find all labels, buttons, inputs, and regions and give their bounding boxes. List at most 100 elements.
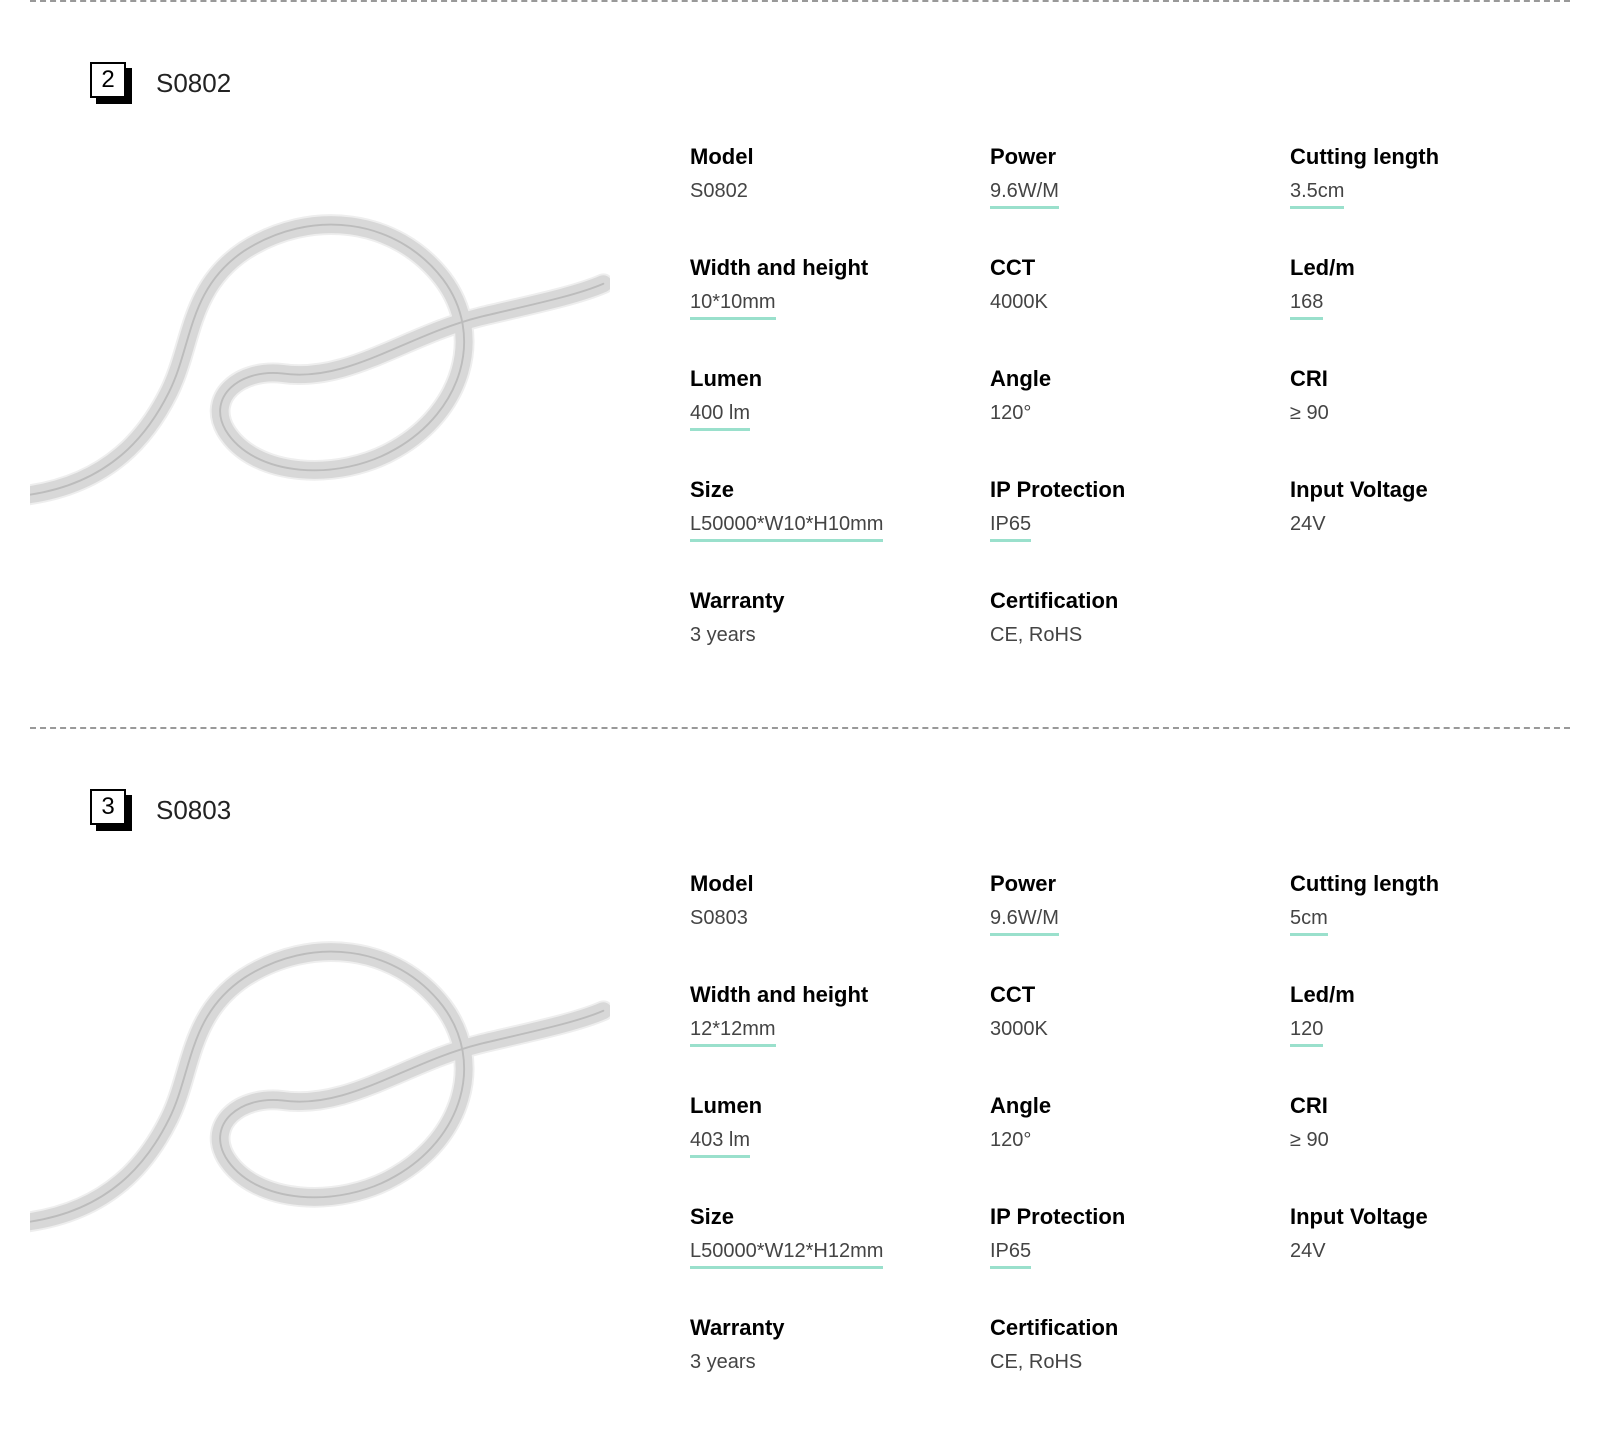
spec-cri: CRI ≥ 90 bbox=[1290, 366, 1570, 431]
spec-ip-protection: IP Protection IP65 bbox=[990, 1204, 1270, 1269]
product-header: 3 S0803 bbox=[90, 789, 1570, 831]
spec-label: CRI bbox=[1290, 366, 1570, 392]
spec-label: Width and height bbox=[690, 982, 970, 1008]
spec-input-voltage: Input Voltage 24V bbox=[1290, 1204, 1570, 1269]
cable-illustration-icon bbox=[30, 921, 610, 1261]
spec-value: IP65 bbox=[990, 513, 1031, 542]
spec-value: L50000*W10*H10mm bbox=[690, 513, 883, 542]
product-content: Model S0803 Power 9.6W/M Cutting length 5cm… bbox=[30, 861, 1570, 1374]
spec-value: L50000*W12*H12mm bbox=[690, 1240, 883, 1269]
spec-label: Input Voltage bbox=[1290, 477, 1570, 503]
spec-value: IP65 bbox=[990, 1240, 1031, 1269]
spec-label: Lumen bbox=[690, 1093, 970, 1119]
spec-label: Angle bbox=[990, 366, 1270, 392]
product-image bbox=[30, 861, 650, 1374]
spec-value: CE, RoHS bbox=[990, 1351, 1082, 1374]
product-image bbox=[30, 134, 650, 647]
product-title: S0803 bbox=[156, 795, 231, 826]
spec-value: S0802 bbox=[690, 180, 748, 203]
spec-warranty: Warranty 3 years bbox=[690, 1315, 970, 1374]
number-badge: 2 bbox=[90, 62, 132, 104]
spec-label: Lumen bbox=[690, 366, 970, 392]
number-badge-value: 2 bbox=[90, 62, 126, 98]
spec-power: Power 9.6W/M bbox=[990, 144, 1270, 209]
spec-value: 12*12mm bbox=[690, 1018, 776, 1047]
spec-label: Size bbox=[690, 1204, 970, 1230]
spec-value: ≥ 90 bbox=[1290, 402, 1329, 425]
spec-value: 3.5cm bbox=[1290, 180, 1344, 209]
spec-value: ≥ 90 bbox=[1290, 1129, 1329, 1152]
spec-value: 168 bbox=[1290, 291, 1323, 320]
spec-value: 403 lm bbox=[690, 1129, 750, 1158]
spec-model: Model S0803 bbox=[690, 871, 970, 936]
spec-warranty: Warranty3 years bbox=[690, 588, 970, 647]
spec-label: Width and height bbox=[690, 255, 970, 281]
spec-led-m: Led/m120 bbox=[1290, 982, 1570, 1047]
spec-value: 4000K bbox=[990, 291, 1048, 314]
spec-label: Warranty bbox=[690, 588, 970, 614]
spec-value: 24V bbox=[1290, 513, 1326, 536]
spec-value: 10*10mm bbox=[690, 291, 776, 320]
spec-model: Model S0802 bbox=[690, 144, 970, 209]
spec-value: 9.6W/M bbox=[990, 907, 1059, 936]
spec-label: Size bbox=[690, 477, 970, 503]
spec-certification: Certification CE, RoHS bbox=[990, 588, 1270, 647]
spec-width-height: Width and height 12*12mm bbox=[690, 982, 970, 1047]
spec-value: 3000K bbox=[990, 1018, 1048, 1041]
spec-cutting-length: Cutting length 3.5cm bbox=[1290, 144, 1570, 209]
specs-grid: Model S0802 Power 9.6W/M Cutting length 3.5… bbox=[690, 134, 1570, 647]
spec-label: Model bbox=[690, 144, 970, 170]
spec-angle: Angle 120° bbox=[990, 366, 1270, 431]
spec-power: Power 9.6W/M bbox=[990, 871, 1270, 936]
spec-label: Cutting length bbox=[1290, 871, 1570, 897]
spec-label: Warranty bbox=[690, 1315, 970, 1341]
spec-input-voltage: Input Voltage 24V bbox=[1290, 477, 1570, 542]
spec-label: CCT bbox=[990, 255, 1270, 281]
spec-label: Certification bbox=[990, 1315, 1270, 1341]
spec-lumen: Lumen 403 lm bbox=[690, 1093, 970, 1158]
specs-grid: Model S0803 Power 9.6W/M Cutting length 5cm… bbox=[690, 861, 1570, 1374]
product-title: S0802 bbox=[156, 68, 231, 99]
product-content: Model S0802 Power 9.6W/M Cutting length 3.5… bbox=[30, 134, 1570, 647]
spec-label: Cutting length bbox=[1290, 144, 1570, 170]
spec-label: Angle bbox=[990, 1093, 1270, 1119]
number-badge: 3 bbox=[90, 789, 132, 831]
spec-value: S0803 bbox=[690, 907, 748, 930]
spec-size: Size L50000*W10*H10mm bbox=[690, 477, 970, 542]
spec-label: Power bbox=[990, 871, 1270, 897]
spec-label: Input Voltage bbox=[1290, 1204, 1570, 1230]
spec-cri: CRI ≥ 90 bbox=[1290, 1093, 1570, 1158]
spec-size: Size L50000*W12*H12mm bbox=[690, 1204, 970, 1269]
spec-led-m: Led/m 168 bbox=[1290, 255, 1570, 320]
number-badge-value: 3 bbox=[90, 789, 126, 825]
spec-label: Led/m bbox=[1290, 982, 1570, 1008]
spec-cutting-length: Cutting length 5cm bbox=[1290, 871, 1570, 936]
spec-label: CRI bbox=[1290, 1093, 1570, 1119]
spec-value: CE, RoHS bbox=[990, 624, 1082, 647]
spec-value: 120° bbox=[990, 402, 1031, 425]
spec-width-height: Width and height 10*10mm bbox=[690, 255, 970, 320]
spec-label: Led/m bbox=[1290, 255, 1570, 281]
spec-cct: CCT 4000K bbox=[990, 255, 1270, 320]
spec-label: IP Protection bbox=[990, 1204, 1270, 1230]
product-section-0: 2 S0802 Model S0802 Power 9.6W/M Cutting l… bbox=[30, 2, 1570, 727]
spec-label: Certification bbox=[990, 588, 1270, 614]
spec-value: 24V bbox=[1290, 1240, 1326, 1263]
spec-label: Power bbox=[990, 144, 1270, 170]
spec-value: 400 lm bbox=[690, 402, 750, 431]
spec-certification: Certification CE, RoHS bbox=[990, 1315, 1270, 1374]
spec-value: 3 years bbox=[690, 1351, 756, 1374]
product-section-1: 3 S0803 Model S0803 Power 9.6W/M Cutting l… bbox=[30, 729, 1570, 1454]
spec-ip-protection: IP Protection IP65 bbox=[990, 477, 1270, 542]
cable-illustration-icon bbox=[30, 194, 610, 534]
spec-lumen: Lumen 400 lm bbox=[690, 366, 970, 431]
spec-label: Model bbox=[690, 871, 970, 897]
product-header: 2 S0802 bbox=[90, 62, 1570, 104]
spec-label: IP Protection bbox=[990, 477, 1270, 503]
spec-angle: Angle 120° bbox=[990, 1093, 1270, 1158]
spec-value: 5cm bbox=[1290, 907, 1328, 936]
spec-cct: CCT 3000K bbox=[990, 982, 1270, 1047]
spec-value: 120° bbox=[990, 1129, 1031, 1152]
spec-label: CCT bbox=[990, 982, 1270, 1008]
spec-value: 9.6W/M bbox=[990, 180, 1059, 209]
